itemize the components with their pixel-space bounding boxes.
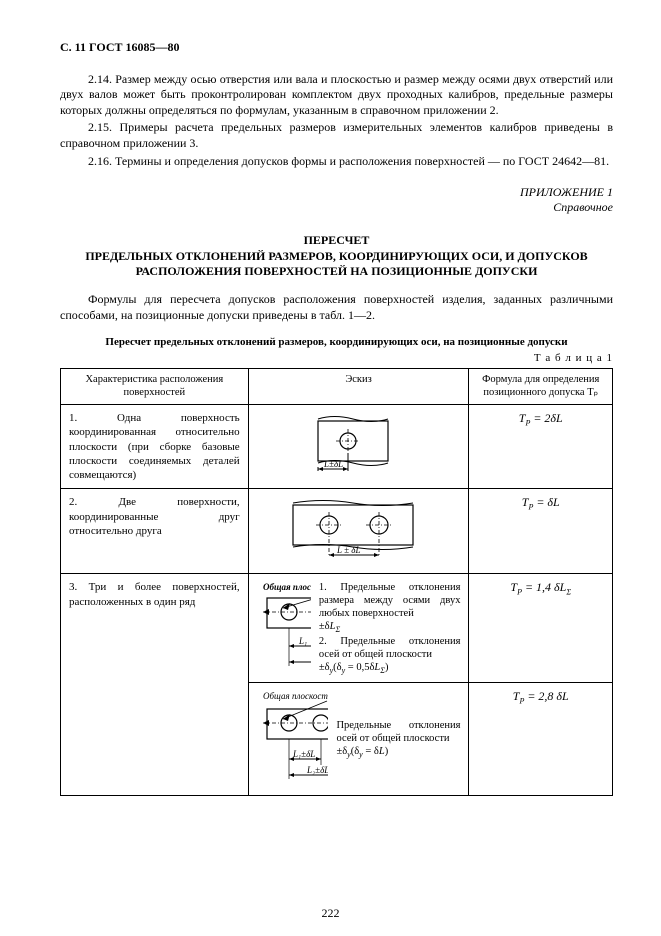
row3-text: 3. Три и более поверхностей, расположенн… bbox=[61, 574, 249, 796]
row1-text: 1. Одна поверхность координированная отн… bbox=[61, 405, 249, 489]
annex-title: ПРИЛОЖЕНИЕ 1 bbox=[520, 185, 613, 199]
sketch-1: L±δL bbox=[304, 411, 414, 477]
row2-sketch-cell: L ± δL bbox=[248, 489, 469, 574]
annex-subtitle: Справочное bbox=[553, 200, 613, 214]
row3b-sketch-cell: Общая плоскость bbox=[248, 683, 469, 796]
intro-paragraph: Формулы для пересчета допусков расположе… bbox=[60, 292, 613, 323]
table-caption: Пересчет предельных отклонений размеров,… bbox=[60, 335, 613, 349]
sketch-3b: Общая плоскость bbox=[257, 689, 329, 789]
section-title: ПЕРЕСЧЕТ ПРЕДЕЛЬНЫХ ОТКЛОНЕНИЙ РАЗМЕРОВ,… bbox=[60, 233, 613, 280]
page-number: 222 bbox=[0, 906, 661, 922]
table-number: Т а б л и ц а 1 bbox=[60, 351, 613, 365]
svg-text:L₁: L₁ bbox=[298, 636, 307, 646]
row3a-desc: 1. Предельные отклонения размера между о… bbox=[319, 581, 461, 677]
sketch-2: L ± δL bbox=[279, 495, 439, 567]
row3a-formula: TP = 1,4 δLΣ bbox=[469, 574, 613, 683]
svg-text:L₁±δL: L₁±δL bbox=[292, 749, 315, 759]
tolerance-table: Характеристика расположения поверхностей… bbox=[60, 368, 613, 797]
svg-text:L ± δL: L ± δL bbox=[336, 545, 360, 555]
dim-label: L±δL bbox=[323, 459, 343, 469]
page-header: С. 11 ГОСТ 16085—80 bbox=[60, 40, 613, 56]
sketch-3a: Общая плоскость bbox=[257, 580, 311, 676]
annex-block: ПРИЛОЖЕНИЕ 1 Справочное bbox=[60, 185, 613, 215]
document-page: { "header": "С. 11 ГОСТ 16085—80", "para… bbox=[0, 0, 661, 936]
row3a-sketch-cell: Общая плоскость bbox=[248, 574, 469, 683]
row2-formula: TP = δL bbox=[469, 489, 613, 574]
paragraph-2-14: 2.14. Размер между осью отверстия или ва… bbox=[60, 72, 613, 119]
th-sketch: Эскиз bbox=[248, 368, 469, 404]
svg-text:L₂±δL: L₂±δL bbox=[306, 765, 329, 775]
title-line1: ПЕРЕСЧЕТ bbox=[304, 233, 370, 247]
title-line2: ПРЕДЕЛЬНЫХ ОТКЛОНЕНИЙ РАЗМЕРОВ, КООРДИНИ… bbox=[85, 249, 587, 279]
row1-formula: TP = 2δL bbox=[469, 405, 613, 489]
svg-text:Общая плоскость: Общая плоскость bbox=[263, 582, 311, 592]
row2-text: 2. Две поверхности, координированные дру… bbox=[61, 489, 249, 574]
svg-text:Общая плоскость: Общая плоскость bbox=[263, 691, 329, 701]
th-formula: Формула для определения позиционного доп… bbox=[469, 368, 613, 404]
paragraph-2-15: 2.15. Примеры расчета предельных размеро… bbox=[60, 120, 613, 151]
th-characteristic: Характеристика расположения поверхностей bbox=[61, 368, 249, 404]
row3b-desc: Предельные отклонения осей от общей плос… bbox=[336, 719, 460, 760]
paragraph-2-16: 2.16. Термины и определения допусков фор… bbox=[60, 154, 613, 170]
row1-sketch-cell: L±δL bbox=[248, 405, 469, 489]
row3b-formula: TP = 2,8 δL bbox=[469, 683, 613, 796]
